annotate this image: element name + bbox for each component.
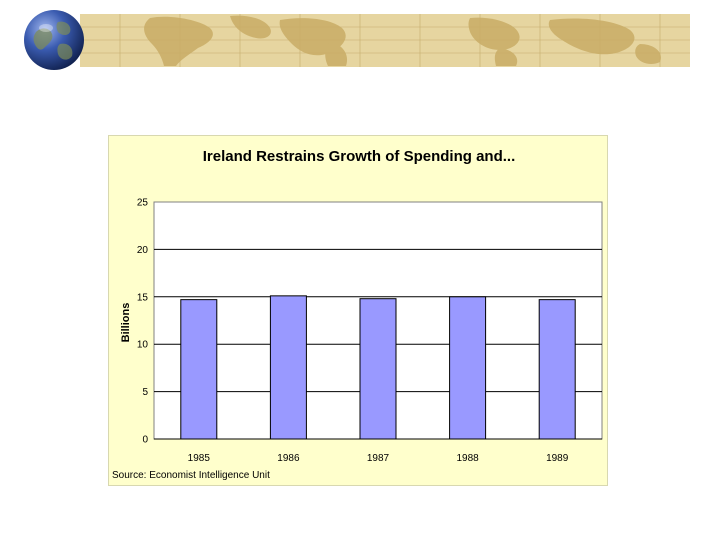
- y-tick-label: 10: [137, 340, 149, 351]
- bar-1988: [449, 296, 487, 440]
- bar-1986: [269, 295, 307, 440]
- chart-title: Ireland Restrains Growth of Spending and…: [202, 148, 516, 165]
- globe-icon: [24, 10, 84, 70]
- chart-source: Source: Economist Intelligence Unit: [112, 470, 270, 481]
- x-tick-label: 1989: [546, 453, 569, 464]
- y-tick-label: 0: [142, 435, 148, 446]
- x-tick-label: 1987: [367, 453, 390, 464]
- bar-1987: [359, 298, 397, 440]
- x-tick-label: 1988: [456, 453, 479, 464]
- world-map-banner: [80, 14, 690, 67]
- y-tick-label: 5: [142, 387, 148, 398]
- chart-panel: Ireland Restrains Growth of Spending and…: [108, 135, 608, 486]
- y-tick-label: 20: [137, 245, 149, 256]
- bar-1989: [538, 299, 576, 440]
- y-tick-label: 15: [137, 292, 149, 303]
- bar-chart: 0 5 10 15 20 25 1985 1986 1987 1988 1989 Billions: [120, 198, 603, 464]
- x-tick-label: 1986: [277, 453, 300, 464]
- x-tick-label: 1985: [188, 453, 211, 464]
- y-tick-label: 25: [137, 198, 149, 209]
- bar-1985: [180, 299, 218, 440]
- y-axis-label: Billions: [120, 303, 132, 343]
